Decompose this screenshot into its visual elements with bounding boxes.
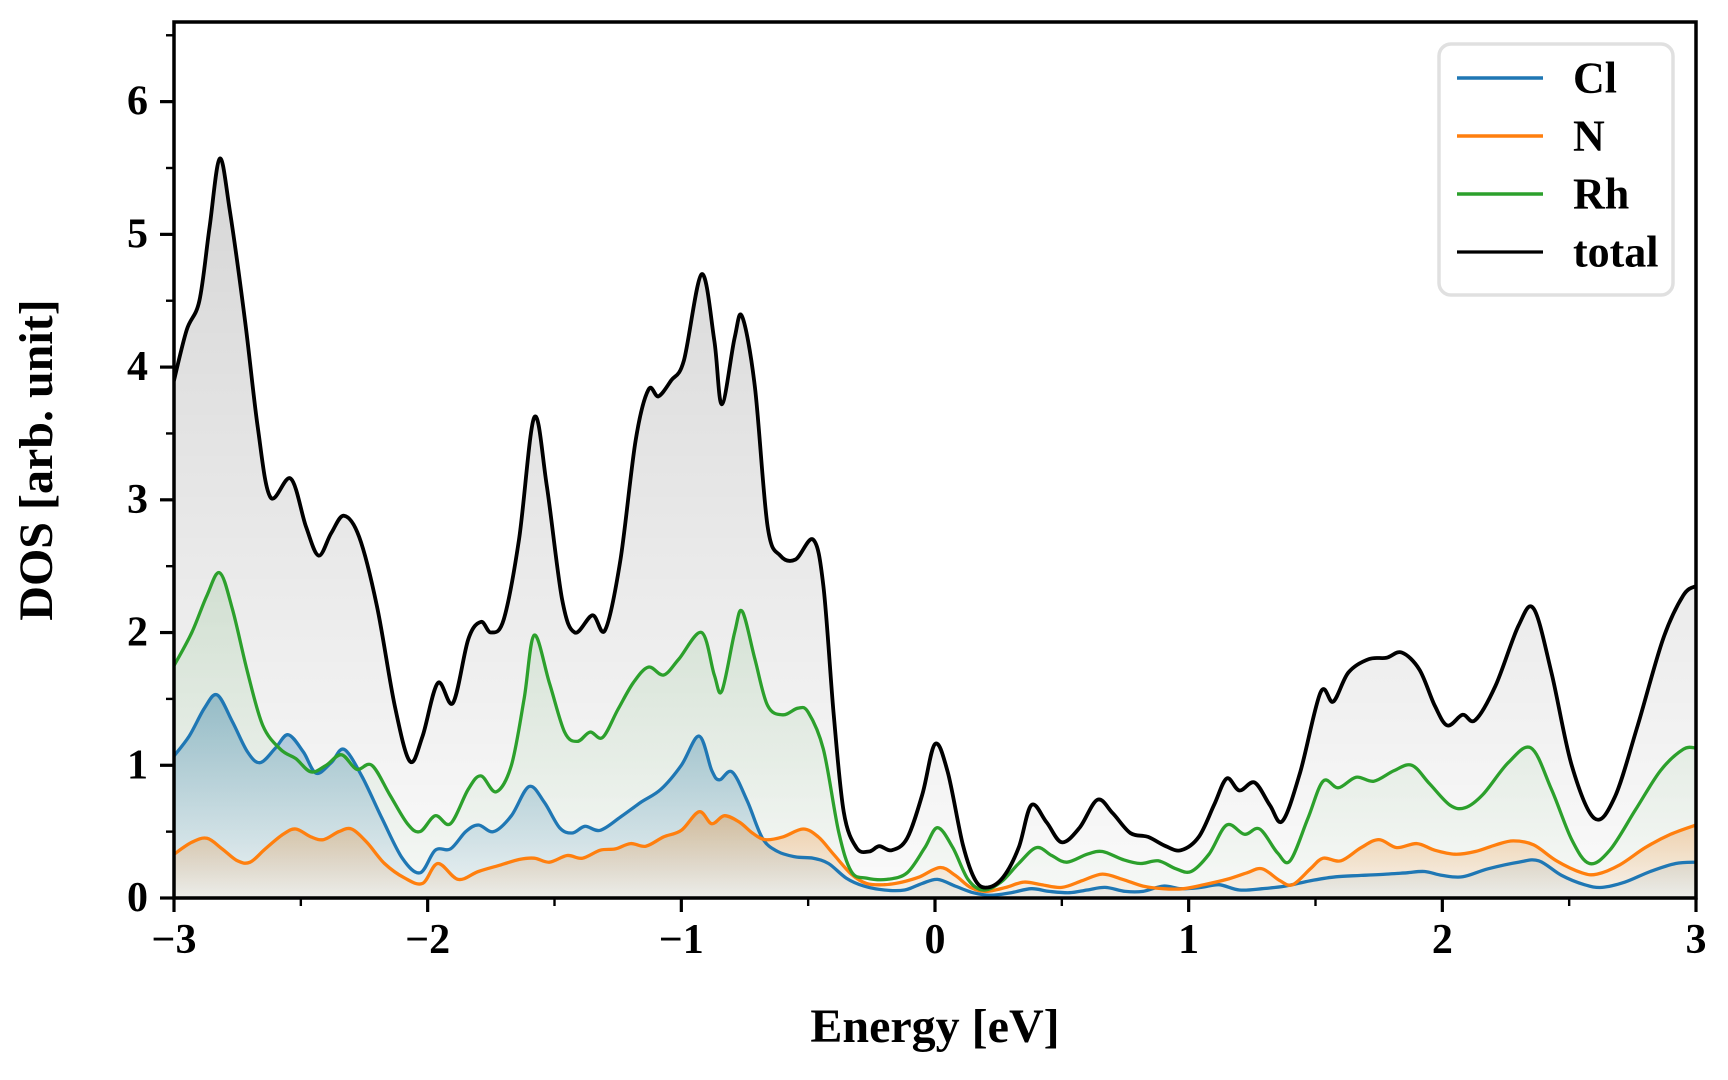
tick-labels: −3 −2 −1 0 1 2 3 0 1 2 3 4 5 6: [127, 79, 1707, 963]
x-tick-label-1: 1: [1178, 917, 1199, 963]
y-tick-label-6: 6: [127, 79, 148, 125]
y-axis-label: DOS [arb. unit]: [10, 299, 63, 620]
y-tick-label-5: 5: [127, 211, 148, 257]
x-tick-label-3: 3: [1686, 917, 1707, 963]
x-tick-label-−1: −1: [659, 917, 704, 963]
series-line-Cl: [175, 692, 1695, 897]
legend: Cl N Rh total: [1437, 42, 1675, 297]
legend-label-N: N: [1573, 112, 1605, 161]
legend-label-Rh: Rh: [1573, 170, 1629, 219]
legend-box: [1437, 42, 1675, 297]
series-line-Rh: [175, 571, 1695, 892]
legend-label-total: total: [1573, 228, 1659, 277]
legend-entry-N: N: [1457, 112, 1605, 161]
x-tick-label-0: 0: [925, 917, 946, 963]
y-tick-label-2: 2: [127, 610, 148, 656]
legend-label-Cl: Cl: [1573, 54, 1617, 103]
x-tick-label-2: 2: [1432, 917, 1453, 963]
legend-entry-Cl: Cl: [1457, 54, 1617, 103]
y-tick-label-1: 1: [127, 742, 148, 788]
x-tick-label-−2: −2: [405, 917, 450, 963]
series-line-N: [175, 810, 1695, 894]
series-line-total: [175, 156, 1695, 890]
y-tick-label-3: 3: [127, 477, 148, 523]
plot-frame: [172, 20, 1698, 900]
y-tick-label-0: 0: [127, 875, 148, 921]
x-tick-label-−3: −3: [152, 917, 197, 963]
series-lines: [175, 156, 1695, 897]
legend-entry-total: total: [1457, 228, 1659, 277]
legend-entry-Rh: Rh: [1457, 170, 1629, 219]
x-axis-label: Energy [eV]: [810, 1000, 1059, 1053]
y-tick-label-4: 4: [127, 344, 148, 390]
